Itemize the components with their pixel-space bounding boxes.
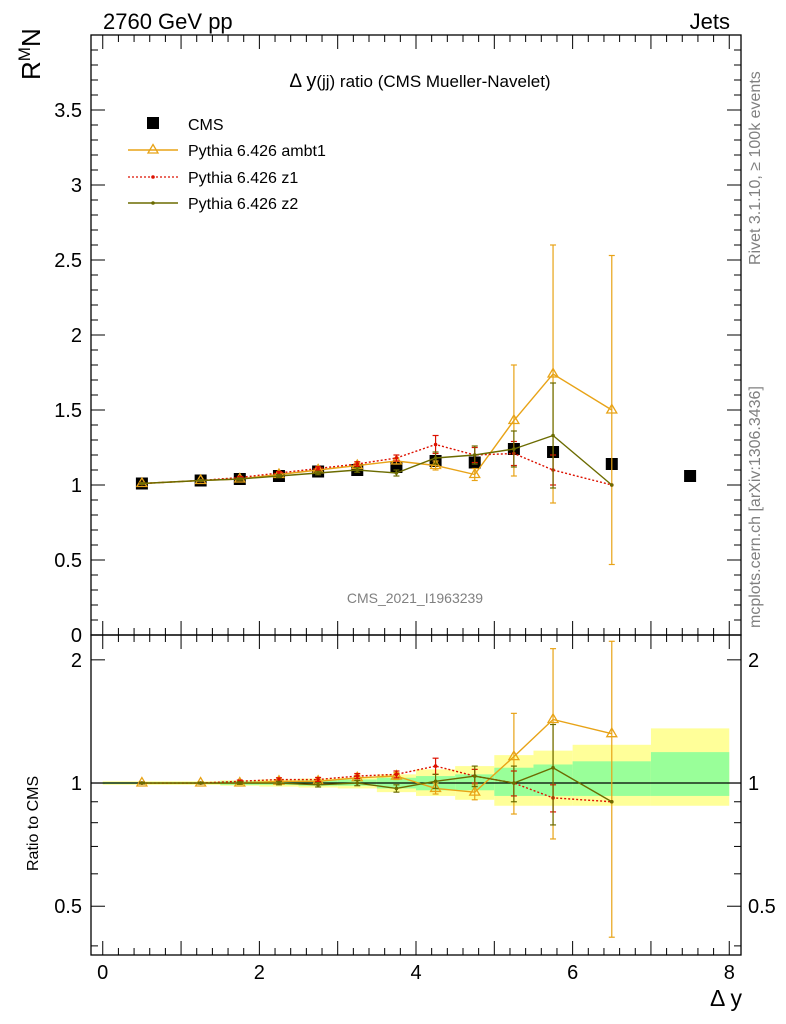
- main-ambt1-marker: [507, 413, 521, 425]
- main-z2-marker: [277, 474, 281, 478]
- ratio-y-tick-label-left: 2: [71, 650, 82, 672]
- chart-title-y: y: [306, 70, 316, 92]
- main-z1-marker: [316, 466, 320, 471]
- main-z2-marker: [140, 481, 144, 486]
- x-tick-label: 6: [567, 962, 578, 984]
- ratio-z2-marker: [316, 783, 320, 787]
- ratio-y-tick-label-right: 2: [748, 650, 759, 672]
- ratio-z2-marker: [551, 765, 555, 770]
- ratio-y-tick-label-right: 1: [748, 773, 759, 795]
- x-tick-label: 8: [724, 962, 735, 984]
- ratio-z1-marker: [277, 777, 281, 782]
- x-axis-label: Δ y: [710, 985, 742, 1011]
- ratio-y-axis-label: Ratio to CMS: [25, 776, 42, 871]
- ratio-z1-marker: [394, 772, 399, 777]
- ratio-ambt1-marker: [468, 785, 481, 796]
- ratio-y-tick-label-left: 0.5: [54, 896, 82, 918]
- x-tick-label: 0: [97, 962, 108, 984]
- cms-data-point: [684, 470, 697, 482]
- ratio-z2-marker: [512, 781, 516, 785]
- y-axis-label-N: N: [16, 28, 46, 47]
- ratio-ambt1-marker: [429, 781, 442, 793]
- y-axis-label: RMN: [15, 28, 46, 80]
- main-z2-marker: [355, 468, 360, 472]
- main-z2-marker: [394, 471, 399, 475]
- main-z2-marker: [433, 456, 438, 460]
- header-process-label: Jets: [690, 9, 730, 34]
- ratio-z2-marker: [609, 799, 614, 804]
- main-z2-marker: [316, 471, 320, 475]
- ratio-z2-marker: [355, 781, 360, 785]
- y-tick-label: 1: [71, 475, 82, 497]
- ratio-y-tick-label-right: 0.5: [748, 896, 776, 918]
- y-tick-label: 2.5: [54, 250, 82, 272]
- ratio-z1-marker: [433, 764, 438, 768]
- ratio-z2-marker: [198, 781, 203, 785]
- ratio-y-tick-label-left: 1: [71, 773, 82, 795]
- ratio-ambt1-marker: [546, 712, 560, 724]
- analysis-watermark: CMS_2021_I1963239: [347, 590, 483, 606]
- x-tick-label: 2: [254, 962, 265, 984]
- ratio-z2-marker: [394, 786, 399, 791]
- y-axis-label-sup: M: [15, 47, 34, 61]
- main-ambt1-marker: [468, 467, 481, 479]
- y-axis-label-R: R: [16, 61, 46, 80]
- legend-cms-marker: [147, 117, 159, 129]
- chart-title-rest: (jj) ratio (CMS Mueller-Navelet): [316, 72, 550, 91]
- main-z2-marker: [198, 478, 203, 483]
- ratio-ambt1-marker: [507, 749, 521, 761]
- header-energy-label: 2760 GeV pp: [103, 9, 233, 34]
- ratio-z2-line: [141, 766, 613, 803]
- chart-title: Δ y(jj) ratio (CMS Mueller-Navelet): [289, 70, 550, 92]
- legend-z2-marker: [151, 201, 155, 205]
- ratio-z2-marker: [237, 781, 242, 785]
- legend-cms-label: CMS: [188, 117, 224, 134]
- main-z2-marker: [609, 483, 614, 487]
- legend-ambt1-label: Pythia 6.426 ambt1: [188, 143, 326, 160]
- main-z2-line: [141, 434, 613, 486]
- y-tick-label: 0.5: [54, 550, 82, 572]
- main-z1-marker: [433, 442, 438, 447]
- y-tick-label: 2: [71, 325, 82, 347]
- main-ambt1-marker: [390, 454, 403, 465]
- legend-ambt1-marker: [146, 143, 160, 154]
- y-tick-label: 3: [71, 175, 82, 197]
- y-tick-label: 3.5: [54, 100, 82, 122]
- side-label-mcplots: mcplots.cern.ch [arXiv:1306.3436]: [747, 386, 764, 628]
- main-z2-marker: [551, 433, 555, 438]
- y-tick-label: 0: [71, 625, 82, 647]
- legend-z2-label: Pythia 6.426 z2: [188, 196, 298, 213]
- main-z2-marker: [472, 453, 477, 457]
- main-z1-line: [141, 443, 612, 486]
- ratio-ambt1-marker: [605, 726, 618, 738]
- main-ambt1-marker: [546, 367, 560, 378]
- main-panel: 0 0.5 1 1.5 2 2.5 3 3.5: [54, 34, 742, 647]
- main-z1-marker: [355, 462, 360, 466]
- legend: CMS Pythia 6.426 ambt1 Pythia 6.426 z1 P…: [128, 117, 326, 213]
- legend-z1-label: Pythia 6.426 z1: [188, 170, 298, 187]
- side-label-rivet: Rivet 3.1.10, ≥ 100k events: [747, 71, 764, 265]
- ratio-z2-marker: [433, 779, 438, 784]
- ratio-z2-marker: [277, 781, 281, 785]
- legend-z1-marker: [151, 175, 155, 179]
- main-z2-marker: [237, 477, 242, 481]
- main-ambt1-marker: [605, 403, 618, 414]
- x-tick-label: 4: [410, 962, 421, 984]
- main-z2-marker: [512, 447, 516, 451]
- y-tick-label: 1.5: [54, 400, 82, 422]
- ratio-z1-marker: [316, 777, 320, 782]
- chart-title-delta: Δ: [289, 71, 306, 92]
- main-z1-marker: [394, 456, 399, 460]
- ratio-z1-line: [141, 765, 612, 803]
- ratio-panel: 0 2 4 6 8 0.5 0.5 1 1 2 2: [54, 634, 776, 984]
- ratio-z2-marker: [472, 774, 477, 778]
- ratio-band-stat-12: [650, 752, 730, 796]
- ratio-z1-marker: [355, 774, 360, 778]
- main-ambt1-line: [141, 373, 613, 485]
- ratio-z2-marker: [140, 781, 144, 785]
